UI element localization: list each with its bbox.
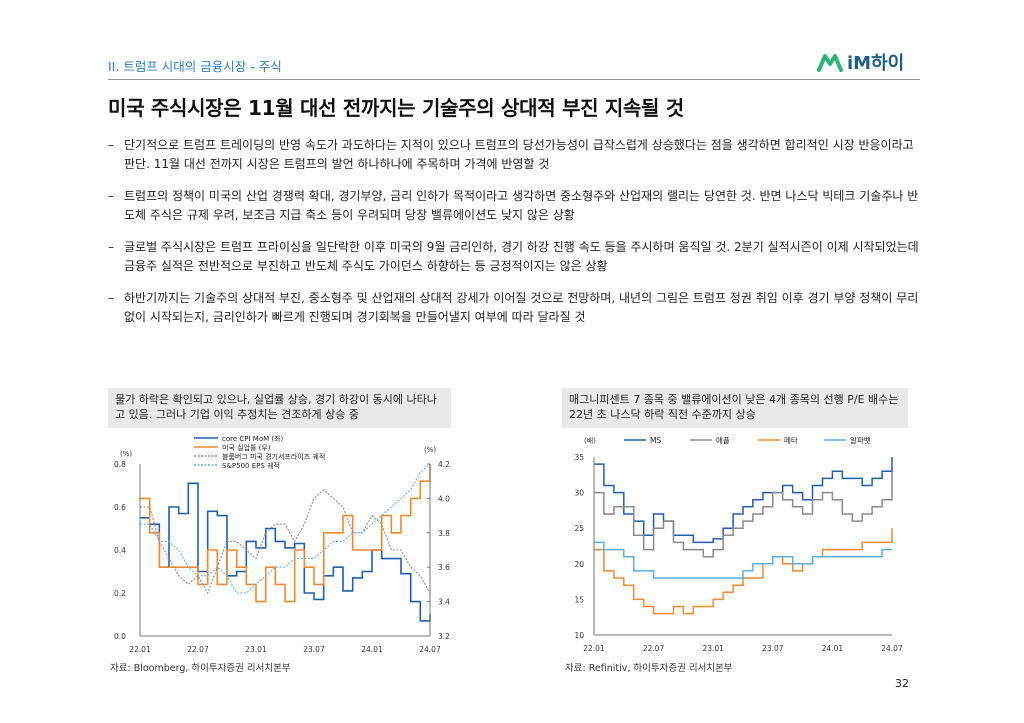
y-tick-label: 30 (574, 489, 584, 498)
legend-label: S&P500 EPS 궤적 (222, 461, 280, 470)
bullet-text: 단기적으로 트럼프 트레이딩의 반영 속도가 과도하다는 지적이 있으나 트럼프… (124, 138, 914, 171)
header-divider (108, 79, 920, 80)
x-tick-label: 22.07 (187, 645, 209, 654)
logo-mark-icon (817, 54, 843, 72)
left-chart-source: 자료: Bloomberg, 하이투자증권 리서치본부 (110, 663, 291, 674)
series-line (140, 489, 431, 595)
bullet-item: – 단기적으로 트럼프 트레이딩의 반영 속도가 과도하다는 지적이 있으나 트럼… (108, 136, 920, 174)
legend-label: core CPI MoM (좌) (222, 434, 284, 443)
bullet-dash: – (108, 189, 114, 203)
section-label: II. 트럼프 시대의 금융시장 - 주식 (108, 59, 282, 74)
y-axis-unit: (배) (584, 436, 596, 445)
x-tick-label: 23.01 (245, 645, 267, 654)
series-line (140, 463, 431, 594)
legend-label: 애플 (716, 436, 730, 445)
x-tick-label: 24.07 (881, 644, 903, 653)
y-tick-label-right: 4.0 (438, 494, 450, 503)
y-tick-label: 20 (574, 560, 584, 569)
legend-label: 메타 (784, 436, 798, 445)
left-chart-heading: 물가 하락은 확인되고 있으나, 실업률 상승, 경기 하강이 동시에 나타나고… (108, 388, 451, 428)
series-line (140, 464, 431, 603)
bullet-dash: – (108, 240, 114, 254)
y-tick-label-right: 3.2 (438, 632, 450, 641)
y-tick-label-left: 0.6 (114, 503, 126, 512)
series-line (594, 457, 893, 544)
bullet-dash: – (108, 291, 114, 305)
bullet-item: – 글로벌 주식시장은 트럼프 프라이싱을 일단락한 이후 미국의 9월 금리인하… (108, 238, 920, 276)
bullet-dash: – (108, 138, 114, 152)
bullet-item: – 트럼프의 정책이 미국의 산업 경쟁력 확대, 경기부양, 금리 인하가 목적… (108, 187, 920, 225)
y-tick-label-right: 4.2 (438, 460, 450, 469)
x-tick-label: 22.01 (583, 644, 605, 653)
left-chart: (%) (%) 0.0 0.2 0.4 0.6 0.8 3.2 3.4 3.6 3.8 4.0 4.2 2… (114, 434, 450, 654)
legend-label: 블룸버그 미국 경기서프라이즈 궤적 (222, 452, 325, 461)
company-logo: iM하이 (817, 53, 904, 74)
series-line (140, 482, 431, 622)
y-tick-label-left: 0.8 (114, 460, 126, 469)
x-tick-label: 24.01 (822, 644, 844, 653)
bullet-text: 하반기까지는 기술주의 상대적 부진, 중소형주 및 산업재의 상대적 강세가 … (124, 291, 919, 324)
x-tick-label: 23.07 (303, 645, 325, 654)
right-axis-unit: (%) (424, 446, 436, 454)
legend-label: 알파벳 (850, 436, 871, 445)
bullet-text: 트럼프의 정책이 미국의 산업 경쟁력 확대, 경기부양, 금리 인하가 목적이… (124, 189, 919, 222)
right-chart-source: 자료: Refinitiv, 하이투자증권 리서치본부 (565, 663, 733, 674)
logo-text: iM하이 (847, 53, 904, 74)
bullet-text: 글로벌 주식시장은 트럼프 프라이싱을 일단락한 이후 미국의 9월 금리인하,… (124, 240, 919, 273)
y-tick-label-right: 3.6 (438, 563, 450, 572)
series-line (594, 528, 893, 615)
left-axis-unit: (%) (120, 450, 132, 458)
right-chart: (배) 10 15 20 25 30 35 22.01 22.07 23.01 23.07 24.01… (574, 436, 903, 653)
y-tick-label: 25 (574, 524, 584, 533)
x-tick-label: 22.07 (643, 644, 665, 653)
page-title: 미국 주식시장은 11월 대선 전까지는 기술주의 상대적 부진 지속될 것 (108, 96, 684, 120)
x-tick-label: 22.01 (129, 645, 151, 654)
series-line (594, 471, 893, 558)
y-tick-label-left: 0.2 (114, 589, 126, 598)
x-tick-label: 24.07 (419, 645, 441, 654)
y-tick-label: 35 (574, 453, 584, 462)
x-tick-label: 23.07 (762, 644, 784, 653)
legend-label: 미국 실업률 (우) (222, 443, 271, 452)
bullet-list: – 단기적으로 트럼프 트레이딩의 반영 속도가 과도하다는 지적이 있으나 트럼… (108, 136, 920, 340)
y-tick-label: 10 (574, 631, 584, 640)
bullet-item: – 하반기까지는 기술주의 상대적 부진, 중소형주 및 산업재의 상대적 강세가… (108, 289, 920, 327)
y-tick-label: 15 (574, 595, 584, 604)
series-line (594, 541, 892, 579)
right-chart-heading: 매그니피센트 7 종목 중 밸류에이션이 낮은 4개 종목의 선행 P/E 배수… (562, 388, 908, 428)
x-tick-label: 24.01 (361, 645, 383, 654)
y-tick-label-right: 3.4 (438, 598, 450, 607)
page-number: 32 (895, 677, 909, 690)
legend-label: MS (650, 436, 661, 445)
x-tick-label: 23.01 (702, 644, 724, 653)
y-tick-label-left: 0.4 (114, 546, 126, 555)
y-tick-label-left: 0.0 (114, 632, 126, 641)
y-tick-label-right: 3.8 (438, 529, 450, 538)
